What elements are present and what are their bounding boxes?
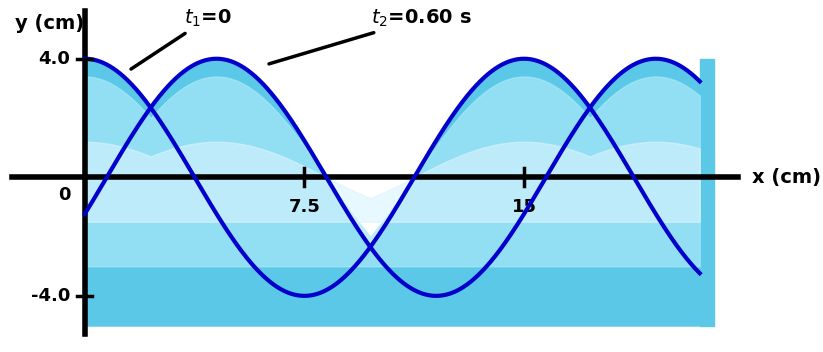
Text: x (cm): x (cm) xyxy=(752,168,821,187)
Text: 7.5: 7.5 xyxy=(289,198,320,216)
Text: $t_2$=0.60 s: $t_2$=0.60 s xyxy=(269,8,472,64)
Text: -4.0: -4.0 xyxy=(30,287,70,305)
Text: 0: 0 xyxy=(58,186,70,204)
Text: y (cm): y (cm) xyxy=(15,14,84,33)
Text: 15: 15 xyxy=(512,198,537,216)
Text: 4.0: 4.0 xyxy=(38,50,70,68)
Text: $t_1$=0: $t_1$=0 xyxy=(131,8,231,69)
